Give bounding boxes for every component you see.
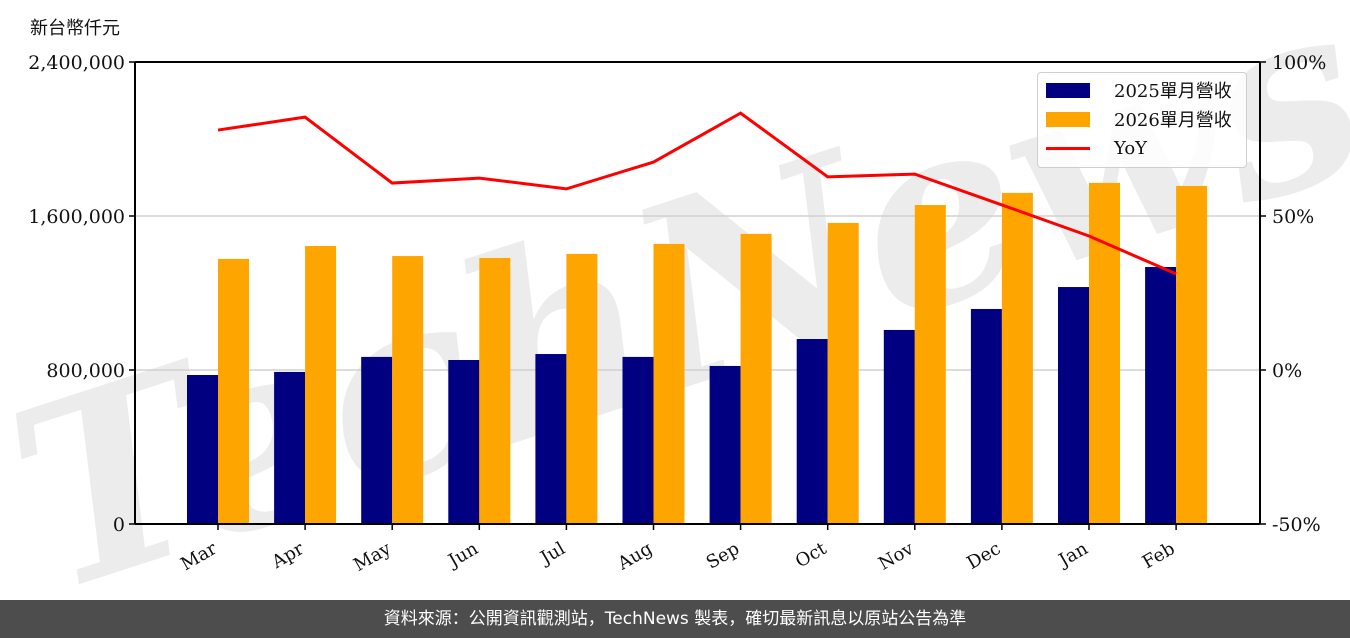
x-tick-label-sep: Sep — [703, 538, 743, 573]
yoy-line — [217, 111, 1177, 276]
bar-2026-may — [392, 256, 424, 524]
legend-item-2025: 2025單月營收 — [1046, 78, 1232, 102]
right-tick-label: -50% — [1272, 514, 1321, 536]
left-tick-label: 0 — [113, 514, 125, 536]
bar-2026-apr — [305, 246, 337, 524]
bar-series — [187, 182, 1208, 525]
legend: 2025單月營收 2026單月營收 YoY — [1037, 72, 1247, 168]
x-tick-label-jan: Jan — [1054, 538, 1092, 572]
left-tick-label: 1,600,000 — [28, 206, 125, 228]
bar-2025-dec — [970, 308, 1002, 524]
x-tick-label-aug: Aug — [613, 538, 656, 575]
right-tick-label: 50% — [1272, 206, 1314, 228]
y-axis-title: 新台幣仟元 — [30, 18, 120, 39]
x-tick-label-nov: Nov — [875, 538, 918, 575]
x-tick-label-jul: Jul — [535, 538, 569, 570]
x-tick-label-jun: Jun — [443, 538, 482, 573]
legend-label: 2025單月營收 — [1114, 81, 1232, 102]
source-footer: 資料來源：公開資訊觀測站，TechNews 製表，確切最新訊息以原站公告為準 — [0, 600, 1350, 638]
bar-2026-dec — [1001, 192, 1033, 524]
bar-2025-feb — [1145, 267, 1177, 524]
legend-label: YoY — [1114, 137, 1148, 159]
bar-2026-nov — [914, 205, 946, 524]
right-tick-label: 100% — [1272, 52, 1326, 74]
left-tick-label: 2,400,000 — [28, 52, 125, 74]
yoy-polyline — [217, 111, 1177, 276]
bar-2025-jun — [448, 359, 480, 524]
bar-2026-jul — [566, 253, 598, 525]
bar-2025-oct — [796, 339, 828, 524]
bar-2025-nov — [883, 329, 915, 524]
bar-2026-feb — [1176, 185, 1208, 524]
legend-swatch-2025 — [1046, 82, 1090, 98]
legend-label: 2026單月營收 — [1114, 110, 1232, 131]
right-tick-label: 0% — [1272, 360, 1302, 382]
bar-2026-jan — [1089, 182, 1120, 524]
bar-2026-mar — [218, 258, 249, 524]
bar-2025-sep — [709, 365, 741, 524]
bar-2026-jun — [479, 257, 511, 524]
legend-line-yoy — [1046, 146, 1090, 150]
legend-item-2026: 2026單月營收 — [1046, 107, 1232, 131]
bar-2026-oct — [827, 222, 859, 524]
bar-2026-sep — [740, 233, 772, 524]
bar-2025-aug — [622, 356, 654, 524]
bar-2025-mar — [187, 375, 218, 524]
bar-2025-may — [361, 356, 393, 524]
legend-item-yoy: YoY — [1046, 136, 1147, 160]
x-tick-label-feb: Feb — [1139, 538, 1179, 573]
bar-2026-aug — [653, 243, 685, 524]
x-tick-label-oct: Oct — [792, 538, 831, 573]
legend-swatch-2026 — [1046, 111, 1090, 127]
bar-2025-jul — [535, 354, 567, 524]
bar-2025-apr — [274, 371, 306, 524]
left-tick-label: 800,000 — [46, 360, 125, 382]
x-tick-label-dec: Dec — [963, 538, 1004, 574]
bar-2025-jan — [1058, 287, 1089, 524]
